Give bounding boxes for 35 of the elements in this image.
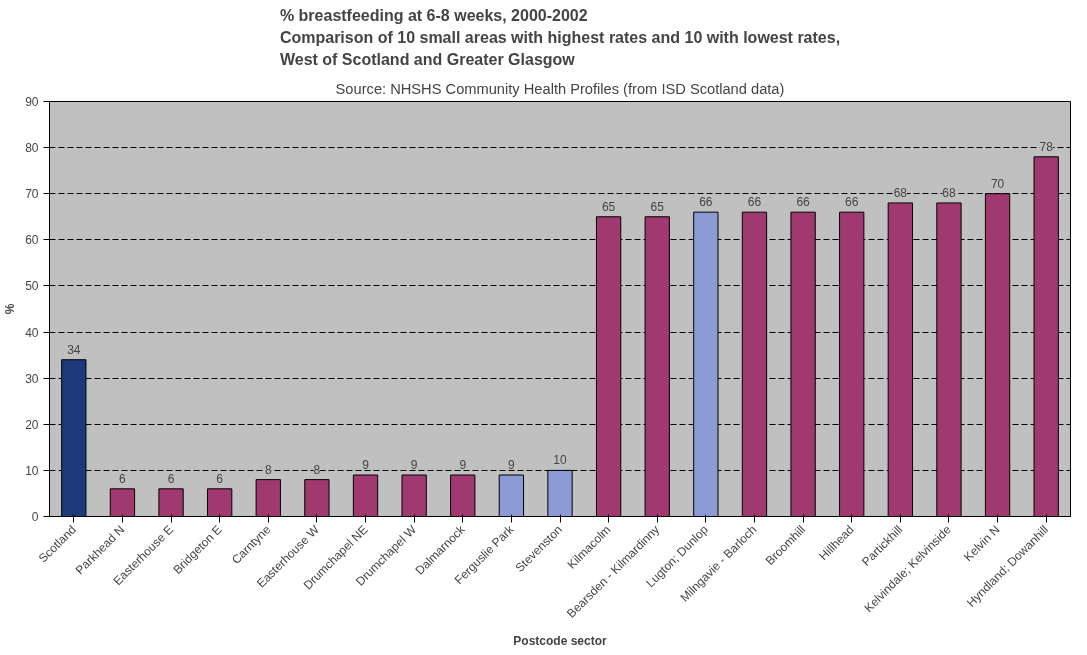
y-tick-label: 80 bbox=[25, 141, 39, 156]
data-label: 9 bbox=[362, 458, 370, 472]
data-label: 78 bbox=[1039, 139, 1054, 154]
chart-title: % breastfeeding at 6-8 weeks, 2000-2002 Comparison of 10 small areas with highest rates and 10 with lowest rates, West of Scotland and Greater Glasgow bbox=[279, 7, 841, 69]
data-label: 65 bbox=[650, 199, 665, 214]
data-label: 6 bbox=[216, 471, 224, 486]
data-label: 66 bbox=[699, 195, 713, 210]
data-label: 70 bbox=[990, 176, 1005, 191]
y-tick-label: 50 bbox=[25, 279, 39, 294]
data-label: 34 bbox=[67, 342, 81, 357]
data-label: 6 bbox=[167, 471, 175, 486]
data-label: 68 bbox=[893, 185, 908, 200]
data-label: 66 bbox=[845, 195, 859, 210]
data-label: 9 bbox=[459, 458, 467, 472]
y-tick-label: 30 bbox=[25, 371, 39, 386]
y-tick-label: 0 bbox=[31, 510, 39, 524]
y-tick-label: 10 bbox=[25, 463, 39, 478]
data-label: 10 bbox=[553, 453, 567, 468]
y-tick-label: 40 bbox=[25, 325, 39, 340]
y-tick-label: 70 bbox=[25, 187, 39, 202]
data-label: 8 bbox=[313, 462, 321, 477]
y-axis-title: % bbox=[3, 303, 18, 315]
data-label: 6 bbox=[119, 471, 127, 486]
y-tick-label: 90 bbox=[25, 95, 39, 109]
data-label: 65 bbox=[601, 199, 616, 214]
data-label: 68 bbox=[942, 185, 956, 200]
x-axis-title: Postcode sector bbox=[513, 633, 608, 648]
data-label: 66 bbox=[747, 195, 762, 210]
source-note: Source: NHSHS Community Health Profiles (from ISD Scotland data) bbox=[335, 80, 785, 97]
data-label: 9 bbox=[410, 458, 418, 472]
data-label: 9 bbox=[508, 458, 516, 472]
y-tick-label: 60 bbox=[25, 233, 39, 248]
data-label: 8 bbox=[264, 462, 272, 477]
data-label: 66 bbox=[796, 195, 811, 210]
y-tick-label: 20 bbox=[25, 417, 39, 432]
